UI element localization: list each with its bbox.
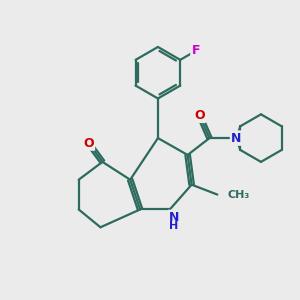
Text: N: N [231, 132, 242, 145]
Text: CH₃: CH₃ [227, 190, 250, 200]
Text: O: O [194, 109, 205, 122]
Text: H: H [169, 221, 178, 231]
Text: N: N [169, 211, 179, 224]
Text: O: O [83, 136, 94, 150]
Text: F: F [191, 44, 200, 57]
